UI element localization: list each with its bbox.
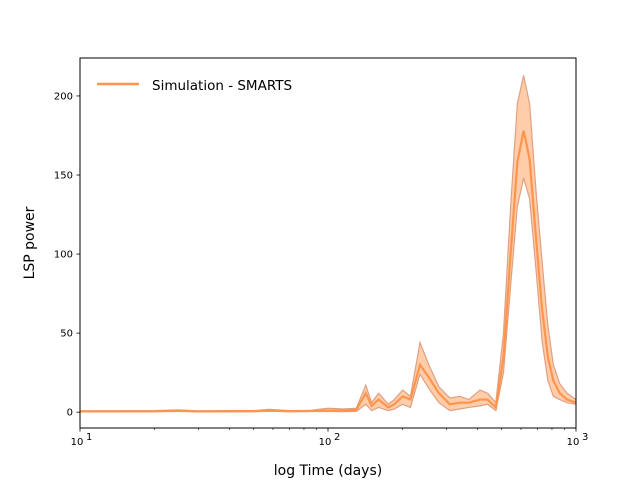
- x-tick-label: 10: [319, 437, 332, 448]
- x-tick-label: 10: [71, 437, 84, 448]
- x-tick-exponent: 3: [582, 432, 588, 443]
- y-tick-label: 50: [60, 329, 73, 340]
- legend-label: Simulation - SMARTS: [152, 78, 292, 94]
- x-tick-exponent: 1: [86, 432, 92, 443]
- legend: Simulation - SMARTS: [97, 78, 292, 94]
- plot-area: [79, 75, 577, 413]
- y-axis-title: LSP power: [22, 206, 38, 279]
- confidence-band: [80, 75, 576, 412]
- y-tick-label: 150: [54, 171, 73, 182]
- x-axis: 10 1 10 2 10 3: [71, 428, 588, 448]
- y-axis: 0 50 100 150 200: [54, 91, 80, 419]
- x-tick-label: 10: [567, 437, 580, 448]
- x-tick-exponent: 2: [334, 432, 340, 443]
- x-axis-title: log Time (days): [274, 463, 382, 479]
- series-line: [79, 130, 577, 413]
- y-tick-label: 0: [67, 408, 73, 419]
- y-tick-label: 100: [54, 250, 73, 261]
- y-tick-label: 200: [54, 91, 73, 102]
